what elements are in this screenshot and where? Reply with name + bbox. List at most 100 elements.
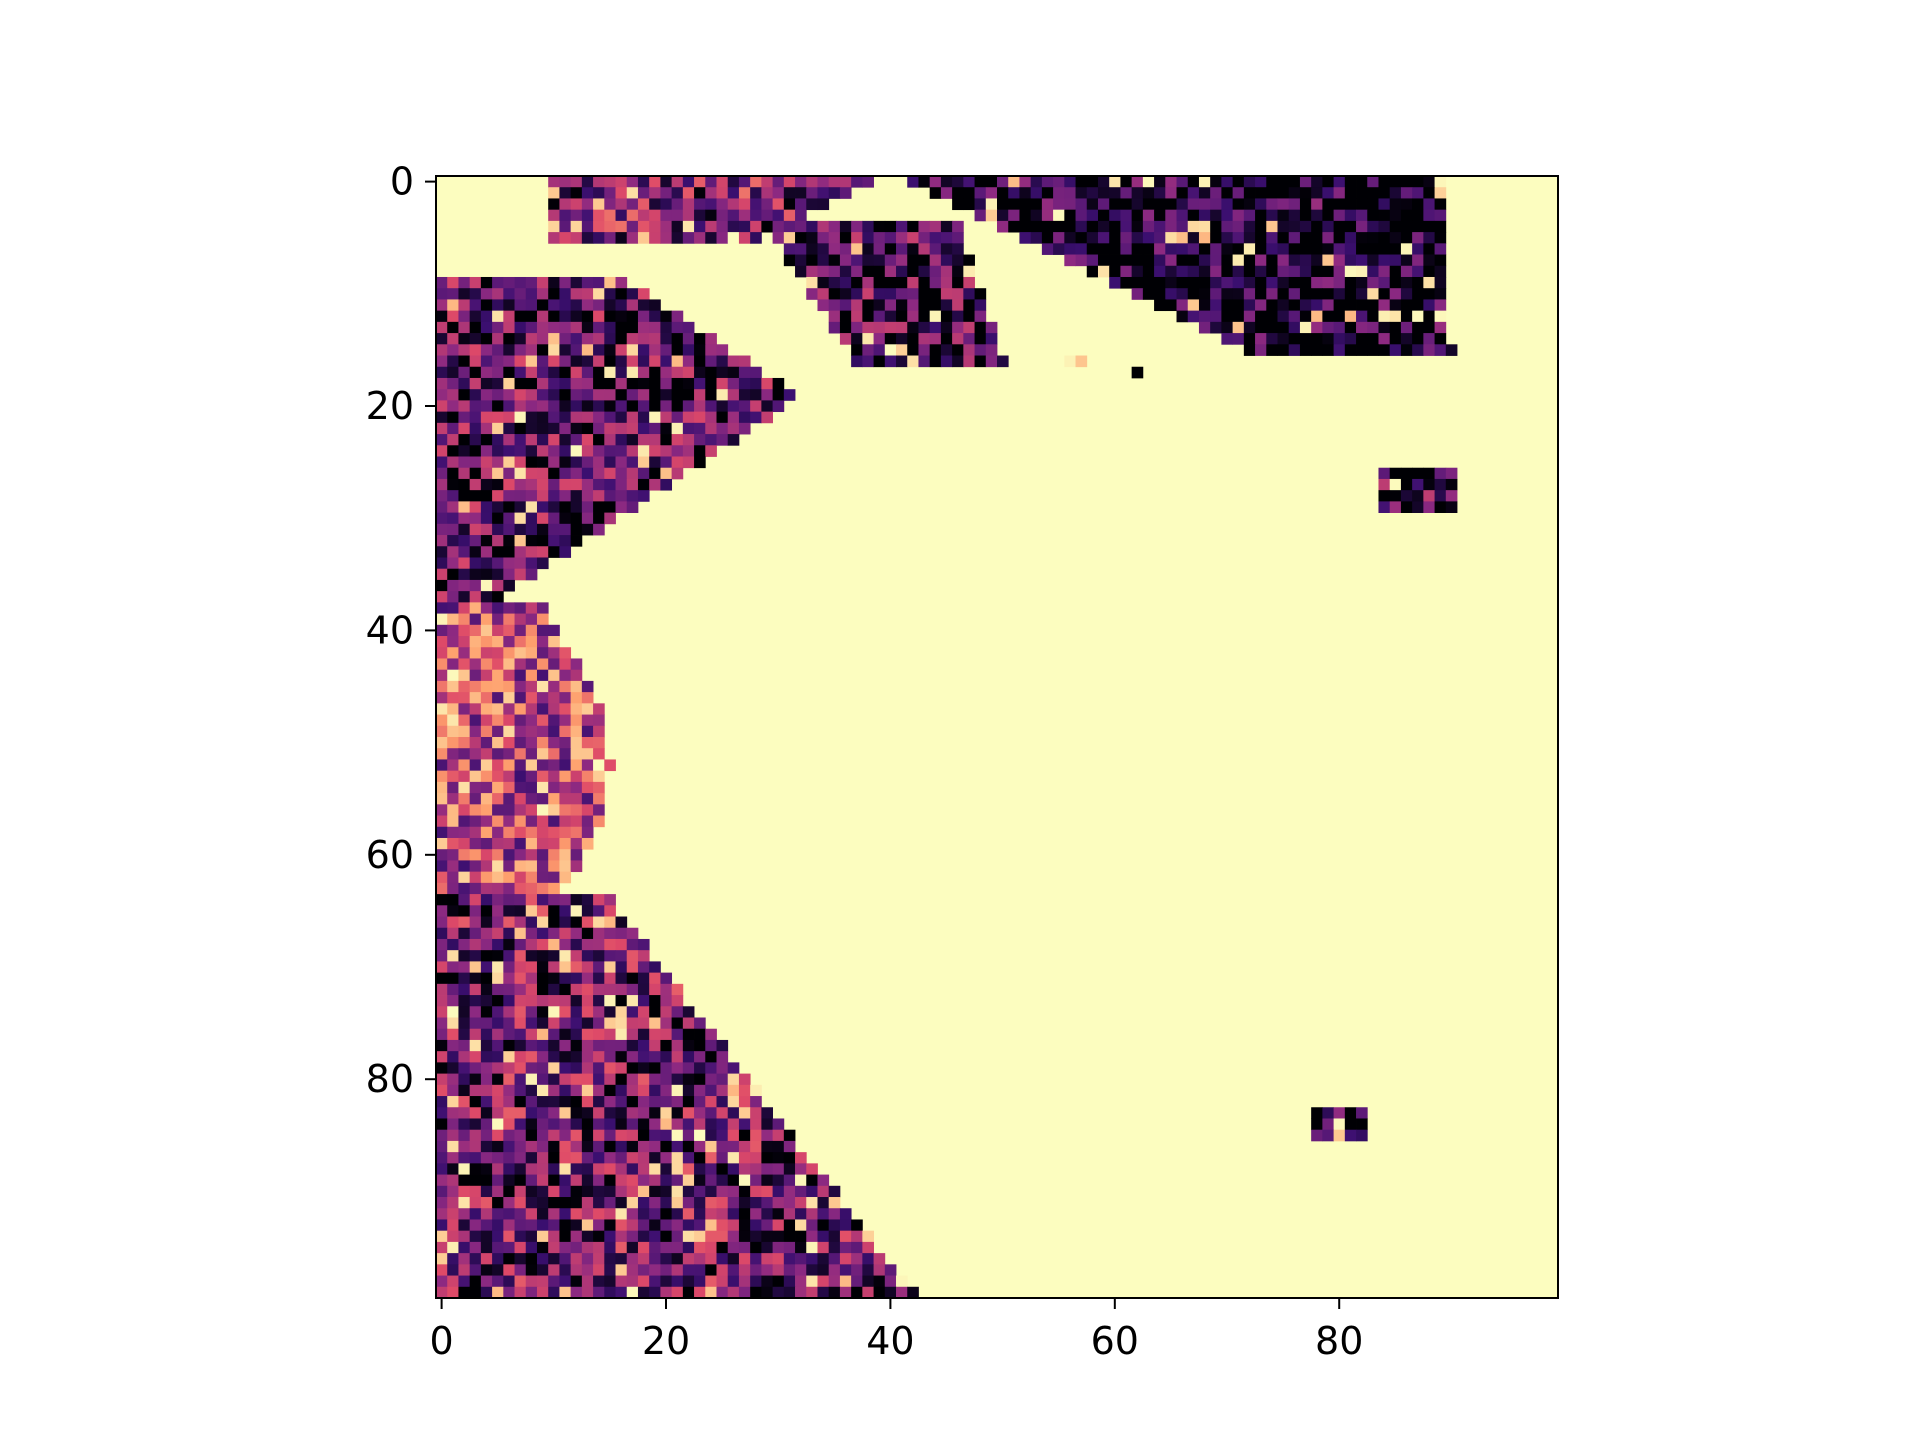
heatmap-cell (615, 377, 628, 390)
heatmap-cell (570, 692, 583, 704)
heatmap-cell (738, 1185, 751, 1198)
heatmap-cell (536, 344, 549, 356)
heatmap-cell (503, 995, 515, 1007)
heatmap-cell (750, 1197, 762, 1209)
heatmap-cell (604, 198, 616, 211)
heatmap-cell (559, 1073, 572, 1086)
heatmap-cell (570, 894, 583, 906)
heatmap-cell (492, 591, 504, 603)
heatmap-cell (559, 849, 572, 861)
heatmap-cell (570, 804, 583, 816)
heatmap-cell (469, 299, 482, 312)
heatmap-cell (682, 344, 695, 356)
heatmap-cell (492, 422, 504, 435)
heatmap-cell (581, 759, 594, 772)
heatmap-cell (1221, 288, 1234, 300)
heatmap-cell (694, 1140, 706, 1153)
heatmap-cell (896, 333, 908, 345)
heatmap-cell (637, 310, 650, 323)
heatmap-cell (1311, 299, 1323, 312)
heatmap-cell (570, 1174, 583, 1187)
heatmap-cell (806, 288, 818, 300)
heatmap-cell (1322, 288, 1334, 300)
heatmap-cell (581, 523, 594, 536)
heatmap-cell (570, 1028, 583, 1041)
heatmap-cell (525, 759, 538, 772)
heatmap-cell (503, 636, 515, 648)
heatmap-cell (1412, 478, 1424, 491)
heatmap-cell (436, 355, 448, 368)
heatmap-cell (1378, 344, 1391, 356)
heatmap-cell (1423, 254, 1435, 267)
heatmap-cell (1053, 187, 1065, 199)
heatmap-cell (1400, 187, 1413, 199)
heatmap-cell (503, 523, 515, 536)
heatmap-cell (525, 321, 538, 334)
heatmap-cell (839, 187, 852, 199)
heatmap-cell (492, 1051, 504, 1063)
heatmap-cell (1120, 187, 1133, 199)
heatmap-cell (503, 1118, 515, 1131)
heatmap-cell (660, 1051, 673, 1063)
heatmap-cell (1221, 276, 1234, 289)
heatmap-cell (604, 389, 616, 401)
heatmap-cell (548, 321, 560, 334)
heatmap-cell (525, 333, 538, 345)
heatmap-cell (615, 1230, 628, 1243)
heatmap-cell (436, 1073, 448, 1086)
heatmap-cell (1400, 209, 1413, 222)
heatmap-cell (593, 1286, 605, 1299)
heatmap-cell (615, 176, 628, 188)
heatmap-cell (469, 523, 482, 536)
heatmap-cell (716, 344, 729, 356)
heatmap-cell (581, 725, 594, 738)
heatmap-cell (548, 176, 560, 188)
heatmap-cell (593, 1039, 605, 1052)
heatmap-cell (570, 456, 583, 469)
heatmap-cell (817, 198, 830, 211)
heatmap-cell (694, 400, 706, 413)
heatmap-cell (682, 445, 695, 457)
heatmap-cell (1322, 232, 1334, 244)
heatmap-cell (1187, 254, 1200, 267)
heatmap-cell (1367, 187, 1379, 199)
heatmap-cell (447, 624, 459, 637)
heatmap-cell (738, 366, 751, 379)
heatmap-cell (548, 905, 560, 917)
heatmap-cell (907, 355, 919, 368)
heatmap-cell (492, 400, 504, 413)
heatmap-cell (559, 793, 572, 805)
heatmap-cell (548, 355, 560, 368)
heatmap-cell (525, 793, 538, 805)
heatmap-cell (581, 310, 594, 323)
heatmap-cell (503, 882, 515, 895)
heatmap-cell (795, 1286, 807, 1299)
heatmap-cell (1356, 176, 1368, 188)
heatmap-cell (548, 512, 560, 525)
heatmap-cell (671, 1152, 684, 1164)
heatmap-cell (873, 232, 886, 244)
heatmap-cell (1165, 220, 1177, 233)
heatmap-cell (1165, 254, 1177, 267)
heatmap-cell (1434, 187, 1447, 199)
heatmap-cell (469, 1028, 482, 1041)
heatmap-cell (985, 344, 998, 356)
heatmap-cell (896, 344, 908, 356)
heatmap-cell (559, 1152, 572, 1164)
heatmap-cell (705, 1107, 717, 1119)
heatmap-cell (536, 602, 549, 614)
heatmap-cell (828, 1219, 841, 1232)
heatmap-cell (671, 1062, 684, 1074)
heatmap-cell (997, 187, 1009, 199)
heatmap-cell (514, 422, 527, 435)
heatmap-cell (705, 1140, 717, 1153)
heatmap-cell (649, 377, 661, 390)
heatmap-cell (514, 355, 527, 368)
heatmap-cell (559, 333, 572, 345)
heatmap-cell (1412, 209, 1424, 222)
heatmap-cell (1299, 220, 1312, 233)
heatmap-cell (682, 1152, 695, 1164)
heatmap-cell (469, 826, 482, 839)
heatmap-cell (514, 737, 527, 749)
heatmap-cell (604, 1140, 616, 1153)
